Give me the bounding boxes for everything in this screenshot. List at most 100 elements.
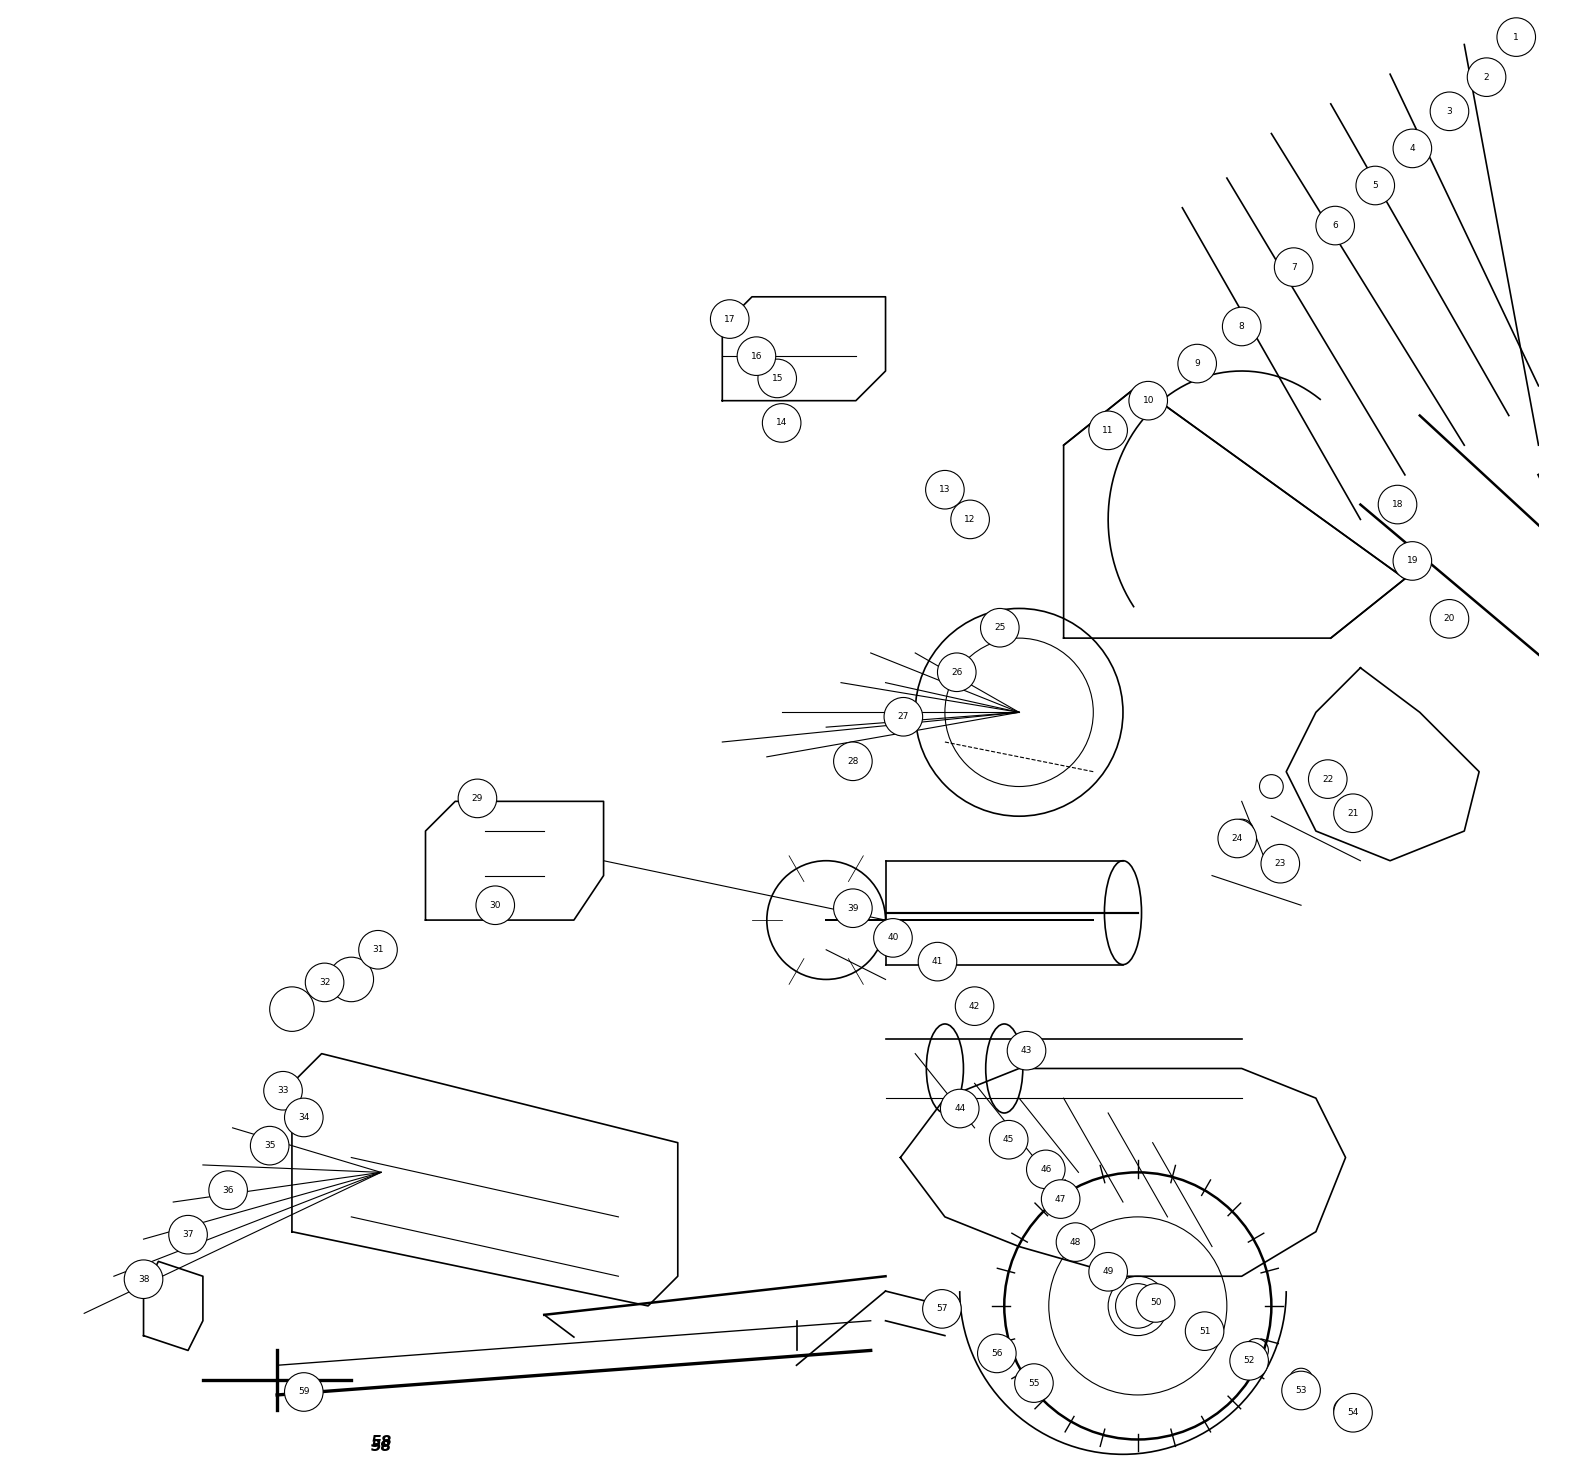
Text: 26: 26 — [951, 668, 962, 677]
Circle shape — [1090, 411, 1128, 450]
Circle shape — [1115, 1284, 1160, 1328]
Circle shape — [873, 919, 913, 957]
Text: 10: 10 — [1142, 396, 1153, 405]
Text: 41: 41 — [932, 957, 943, 966]
Circle shape — [285, 1098, 323, 1137]
Text: 16: 16 — [750, 352, 761, 361]
Circle shape — [926, 470, 964, 509]
Circle shape — [1392, 542, 1432, 580]
Text: 7: 7 — [1290, 263, 1297, 272]
Circle shape — [922, 1290, 961, 1328]
Circle shape — [459, 779, 497, 818]
Circle shape — [1392, 129, 1432, 168]
Circle shape — [1274, 248, 1313, 286]
Text: 5: 5 — [1373, 181, 1378, 190]
Text: 37: 37 — [182, 1230, 194, 1239]
Text: 39: 39 — [847, 904, 859, 913]
Circle shape — [710, 300, 749, 338]
Text: 53: 53 — [1295, 1386, 1306, 1395]
Circle shape — [169, 1215, 207, 1254]
Text: 9: 9 — [1195, 359, 1200, 368]
Text: 43: 43 — [1021, 1046, 1032, 1055]
Circle shape — [833, 889, 873, 928]
Circle shape — [1185, 1312, 1223, 1350]
Text: 46: 46 — [1040, 1165, 1051, 1174]
Text: 49: 49 — [1102, 1267, 1114, 1276]
Circle shape — [937, 653, 977, 692]
Text: 45: 45 — [1004, 1135, 1015, 1144]
Text: 36: 36 — [223, 1186, 234, 1195]
Text: 58: 58 — [370, 1439, 392, 1454]
Circle shape — [285, 1373, 323, 1411]
Circle shape — [1356, 166, 1394, 205]
Circle shape — [1316, 206, 1354, 245]
Circle shape — [1333, 1393, 1372, 1432]
Circle shape — [1431, 600, 1469, 638]
Circle shape — [1026, 1150, 1066, 1189]
Text: 58: 58 — [370, 1435, 392, 1450]
Circle shape — [1431, 92, 1469, 131]
Circle shape — [476, 886, 515, 925]
Text: 23: 23 — [1274, 859, 1286, 868]
Circle shape — [1282, 1371, 1321, 1410]
Circle shape — [358, 930, 397, 969]
Circle shape — [956, 987, 994, 1025]
Text: 56: 56 — [991, 1349, 1002, 1358]
Text: 47: 47 — [1055, 1195, 1066, 1204]
Circle shape — [124, 1260, 162, 1298]
Text: 34: 34 — [298, 1113, 309, 1122]
Text: 51: 51 — [1200, 1327, 1211, 1336]
Circle shape — [1129, 381, 1168, 420]
Circle shape — [1219, 819, 1257, 858]
Text: 52: 52 — [1244, 1356, 1255, 1365]
Text: 4: 4 — [1410, 144, 1415, 153]
Text: 6: 6 — [1332, 221, 1338, 230]
Circle shape — [306, 963, 344, 1002]
Text: 2: 2 — [1483, 73, 1489, 82]
Circle shape — [884, 697, 922, 736]
Circle shape — [989, 1120, 1027, 1159]
Circle shape — [940, 1089, 980, 1128]
Circle shape — [1467, 58, 1505, 96]
Text: 11: 11 — [1102, 426, 1114, 435]
Text: 8: 8 — [1239, 322, 1244, 331]
Circle shape — [1007, 1031, 1047, 1070]
Circle shape — [738, 337, 776, 375]
Text: 14: 14 — [776, 418, 787, 427]
Circle shape — [1308, 760, 1348, 798]
Text: 15: 15 — [771, 374, 782, 383]
Circle shape — [1136, 1284, 1176, 1322]
Circle shape — [1230, 1342, 1268, 1380]
Circle shape — [1015, 1364, 1053, 1402]
Text: 33: 33 — [277, 1086, 288, 1095]
Text: 57: 57 — [937, 1304, 948, 1313]
Circle shape — [918, 942, 957, 981]
Text: 40: 40 — [887, 933, 898, 942]
Text: 59: 59 — [298, 1388, 309, 1396]
Circle shape — [763, 404, 801, 442]
Text: 22: 22 — [1322, 775, 1333, 784]
Text: 21: 21 — [1348, 809, 1359, 818]
Circle shape — [1042, 1180, 1080, 1218]
Text: 28: 28 — [847, 757, 859, 766]
Text: 55: 55 — [1027, 1379, 1040, 1388]
Circle shape — [1222, 307, 1262, 346]
Text: 19: 19 — [1407, 556, 1418, 565]
Circle shape — [1090, 1252, 1128, 1291]
Text: 32: 32 — [319, 978, 330, 987]
Circle shape — [209, 1171, 247, 1209]
Text: 3: 3 — [1446, 107, 1453, 116]
Text: 29: 29 — [472, 794, 483, 803]
Circle shape — [978, 1334, 1016, 1373]
Text: 48: 48 — [1070, 1238, 1082, 1247]
Circle shape — [1333, 794, 1372, 833]
Text: 1: 1 — [1513, 33, 1520, 42]
Text: 17: 17 — [723, 315, 736, 324]
Circle shape — [1378, 485, 1416, 524]
Text: 38: 38 — [137, 1275, 150, 1284]
Circle shape — [264, 1071, 303, 1110]
Circle shape — [758, 359, 796, 398]
Text: 35: 35 — [264, 1141, 276, 1150]
Circle shape — [951, 500, 989, 539]
Circle shape — [1177, 344, 1217, 383]
